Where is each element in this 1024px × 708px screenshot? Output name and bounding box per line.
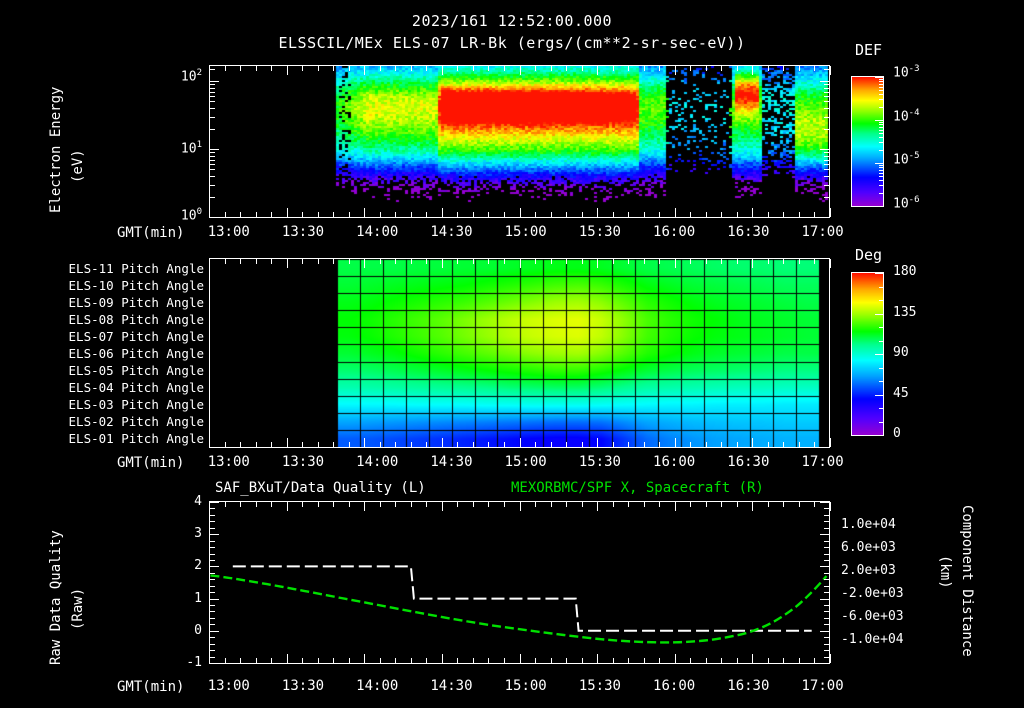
page-title-datetime: 2023/161 12:52:00.000 <box>411 12 613 30</box>
spectrogram-ytick-1: 100 <box>180 207 202 224</box>
xtick-label: 16:30 <box>727 678 770 694</box>
def-colorbar-label-6: 10-6 <box>893 195 920 212</box>
xtick-label: 13:00 <box>207 678 250 694</box>
pitch-angle-row-label: ELS-05 Pitch Angle <box>68 363 204 378</box>
xtick-label: 17:00 <box>801 224 844 240</box>
bottom-ytick-label-right: 2.0e+03 <box>841 563 896 578</box>
xtick-label: 13:30 <box>281 678 325 694</box>
bottom-ytick-label-left: 2 <box>194 558 202 573</box>
bottom-ylabel-left-units-text: (Raw) <box>70 587 86 630</box>
pitch-angle-row-label: ELS-09 Pitch Angle <box>68 295 204 310</box>
pitch-angle-row-label: ELS-02 Pitch Angle <box>68 414 204 429</box>
bottom-ylabel-left-units: (Raw) <box>70 588 86 630</box>
xtick-label: 17:00 <box>801 678 844 694</box>
xtick-label: 15:30 <box>578 454 621 470</box>
xtick-label: 13:30 <box>281 454 325 470</box>
pitch-angle-row-label: ELS-04 Pitch Angle <box>68 380 204 395</box>
bottom-ytick-label-right: -1.0e+04 <box>841 632 904 647</box>
xtick-label: 15:30 <box>578 224 621 240</box>
xtick-label: 14:30 <box>430 224 473 240</box>
xtick-label: 14:00 <box>356 454 399 470</box>
pitch-angle-row-label: ELS-03 Pitch Angle <box>68 397 204 412</box>
bottom-ylabel-right-units-text: (km) <box>937 555 953 589</box>
xtick-label: 13:00 <box>207 454 250 470</box>
bottom-ytick-label-left: 3 <box>194 526 202 541</box>
bottom-ylabel-right: Component Distance <box>959 505 975 657</box>
xtick-label: 16:30 <box>727 224 770 240</box>
spectrogram-ytick-10: 101 <box>180 140 202 157</box>
xtick-label: 14:00 <box>356 678 399 694</box>
deg-colorbar-tick-label: 45 <box>893 386 909 401</box>
spectrogram-ytick-100: 102 <box>180 68 202 85</box>
bottom-plot-area <box>209 501 830 664</box>
xtick-label: 14:00 <box>356 224 399 240</box>
xtick-label: 15:00 <box>504 224 547 240</box>
spacecraft-distance-trace <box>210 574 828 644</box>
xtick-label: 16:00 <box>653 454 696 470</box>
pitch-angle-row-label: ELS-08 Pitch Angle <box>68 312 204 327</box>
xtick-label: 16:00 <box>653 224 696 240</box>
def-colorbar-label-4: 10-4 <box>893 108 920 125</box>
xtick-label: 14:30 <box>430 678 473 694</box>
deg-colorbar-title: Deg <box>855 246 883 264</box>
deg-colorbar-tick-label: 135 <box>893 305 917 320</box>
xtick-label: 13:00 <box>207 224 250 240</box>
pitch-angle-row-label: ELS-07 Pitch Angle <box>68 329 204 344</box>
bottom-ytick-label-left: 0 <box>194 623 202 638</box>
bottom-ytick-label-right: -2.0e+03 <box>841 586 904 601</box>
bottom-panel-title-right: MEXORBMC/SPF X, Spacecraft (R) <box>511 480 764 496</box>
pitch-angle-row-label: ELS-10 Pitch Angle <box>68 278 204 293</box>
spectrogram-ylabel-units-text: (eV) <box>70 149 86 183</box>
bottom-ytick-label-right: 1.0e+04 <box>841 517 896 532</box>
pitch-angle-row-label: ELS-11 Pitch Angle <box>68 261 204 276</box>
xtick-label: 14:30 <box>430 454 473 470</box>
pitch-angle-xlabel: GMT(min) <box>117 455 185 471</box>
bottom-ylabel-right-units: (km) <box>937 555 953 589</box>
pitch-angle-plot-area <box>209 258 830 448</box>
bottom-ytick-label-left: -1 <box>186 655 202 670</box>
spectrogram-ylabel-units: (eV) <box>70 149 86 183</box>
deg-colorbar-tick-label: 180 <box>893 264 917 279</box>
xtick-label: 13:30 <box>281 224 325 240</box>
bottom-ytick-label-right: -6.0e+03 <box>841 609 904 624</box>
bottom-panel-title-left: SAF_BXuT/Data Quality (L) <box>215 480 426 496</box>
spectrogram-ylabel-text: Electron Energy <box>48 86 64 213</box>
pitch-angle-row-label: ELS-01 Pitch Angle <box>68 431 204 446</box>
page-title-dataset: ELSSCIL/MEx ELS-07 LR-Bk (ergs/(cm**2-sr… <box>278 34 746 52</box>
xtick-label: 15:00 <box>504 454 547 470</box>
xtick-label: 17:00 <box>801 454 844 470</box>
bottom-ytick-label-left: 4 <box>194 494 202 509</box>
def-colorbar <box>851 76 884 207</box>
xtick-label: 16:30 <box>727 454 770 470</box>
xtick-label: 15:00 <box>504 678 547 694</box>
bottom-xlabel: GMT(min) <box>117 679 185 695</box>
spectrogram-ylabel: Electron Energy <box>48 87 64 213</box>
bottom-ylabel-right-text: Component Distance <box>959 505 975 657</box>
bottom-ylabel-left-text: Raw Data Quality <box>48 530 64 665</box>
def-colorbar-label-3: 10-3 <box>893 64 920 81</box>
spectrogram-xlabel: GMT(min) <box>117 225 185 241</box>
def-colorbar-title: DEF <box>855 41 883 59</box>
deg-colorbar-tick-label: 90 <box>893 345 909 360</box>
spectrogram-plot-area <box>209 65 830 218</box>
xtick-label: 15:30 <box>578 678 621 694</box>
data-quality-trace <box>232 565 812 632</box>
bottom-ylabel-left: Raw Data Quality <box>48 530 64 665</box>
deg-colorbar-tick-label: 0 <box>893 426 901 441</box>
pitch-angle-row-label: ELS-06 Pitch Angle <box>68 346 204 361</box>
bottom-ytick-label-right: 6.0e+03 <box>841 540 896 555</box>
bottom-ytick-label-left: 1 <box>194 591 202 606</box>
xtick-label: 16:00 <box>653 678 696 694</box>
def-colorbar-label-5: 10-5 <box>893 151 920 168</box>
